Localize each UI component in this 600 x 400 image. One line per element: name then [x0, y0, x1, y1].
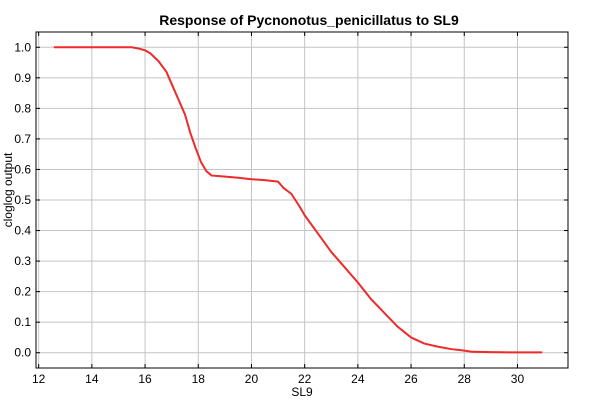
x-tick-label: 22	[298, 372, 312, 386]
y-tick-label: 0.4	[14, 224, 31, 238]
x-tick-label: 16	[138, 372, 152, 386]
grid	[36, 32, 568, 368]
y-tick-label: 0.8	[14, 101, 31, 115]
x-tick-label: 26	[404, 372, 418, 386]
x-tick-label: 30	[511, 372, 525, 386]
y-tick-label: 0.1	[14, 315, 31, 329]
chart-title: Response of Pycnonotus_penicillatus to S…	[159, 12, 459, 28]
y-tick-label: 0.2	[14, 285, 31, 299]
y-tick-label: 0.5	[14, 193, 31, 207]
series-layer	[53, 46, 543, 354]
y-tick-label: 0.6	[14, 162, 31, 176]
x-tick-label: 28	[458, 372, 472, 386]
x-tick-label: 18	[192, 372, 206, 386]
y-tick-label: 0.3	[14, 254, 31, 268]
x-axis-label: SL9	[291, 385, 313, 399]
y-tick-label: 1.0	[14, 40, 31, 54]
y-axis-label: cloglog output	[1, 152, 15, 227]
x-tick-label: 14	[85, 372, 99, 386]
x-tick-label: 12	[32, 372, 46, 386]
x-tick-label: 20	[245, 372, 259, 386]
x-tick-label: 24	[351, 372, 365, 386]
y-tick-label: 0.0	[14, 346, 31, 360]
y-tick-label: 0.9	[14, 71, 31, 85]
y-tick-label: 0.7	[14, 132, 31, 146]
response-curve	[53, 46, 543, 354]
ticks: 12 14 16 18 20 22 24 26 28 30 0.0 0.1 0.2 0.3 0.4 0.5 0.…	[14, 32, 568, 386]
